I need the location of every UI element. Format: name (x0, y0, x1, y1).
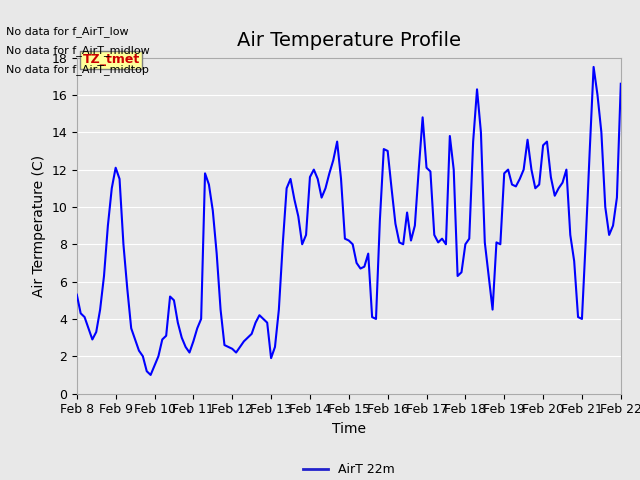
X-axis label: Time: Time (332, 422, 366, 436)
Title: Air Temperature Profile: Air Temperature Profile (237, 32, 461, 50)
Text: No data for f_AirT_midtop: No data for f_AirT_midtop (6, 64, 149, 75)
Text: No data for f_AirT_midlow: No data for f_AirT_midlow (6, 45, 150, 56)
Y-axis label: Air Termperature (C): Air Termperature (C) (31, 155, 45, 297)
Legend: AirT 22m: AirT 22m (298, 458, 399, 480)
Text: No data for f_AirT_low: No data for f_AirT_low (6, 25, 129, 36)
Text: TZ_tmet: TZ_tmet (83, 53, 140, 66)
